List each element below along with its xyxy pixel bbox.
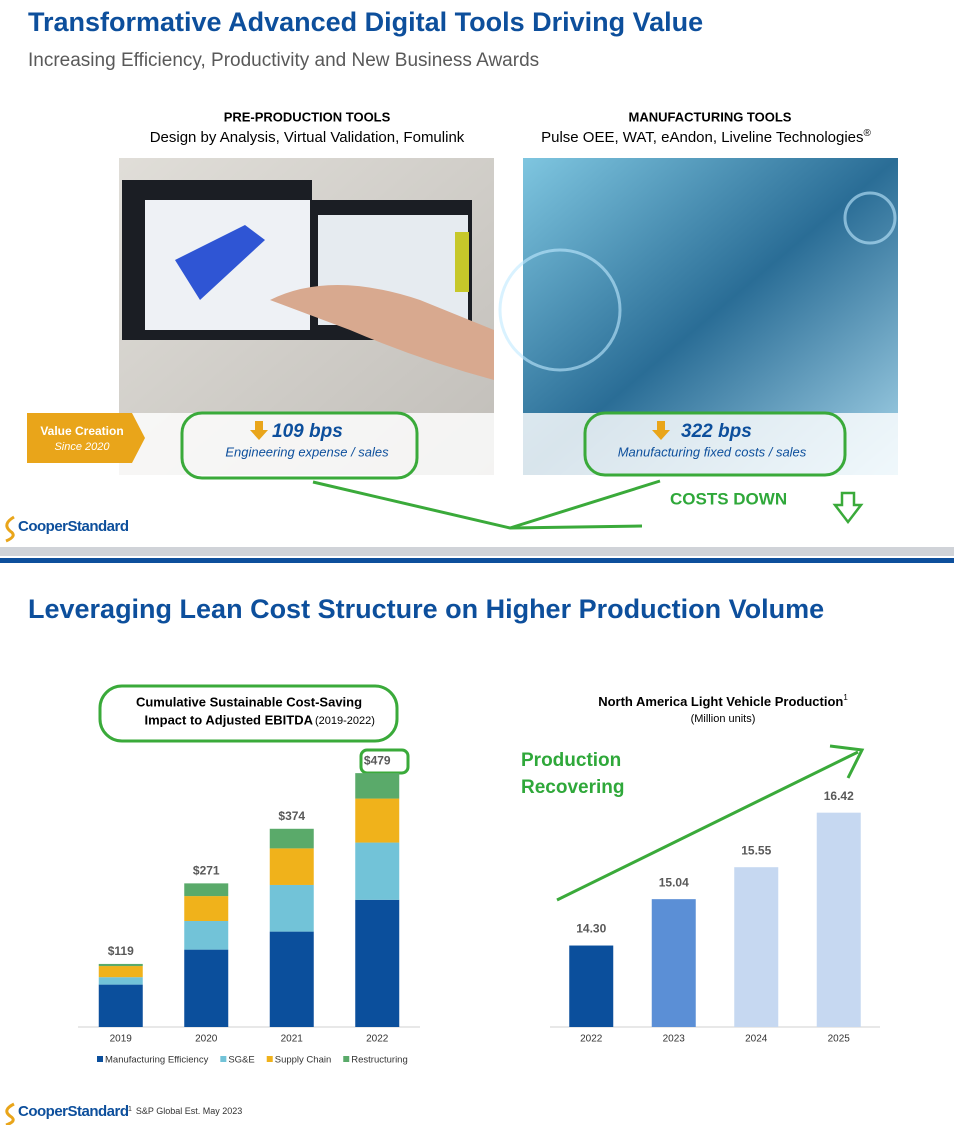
- hud: [843, 191, 897, 245]
- bar-segment: [98, 984, 143, 1027]
- title-sup: 1: [843, 693, 848, 702]
- bar-segment: [269, 848, 314, 885]
- highlight: [98, 684, 399, 743]
- title: Transformative Advanced Digital Tools Dr…: [28, 7, 703, 37]
- legend-label: Restructuring: [351, 1055, 408, 1066]
- bar: [734, 867, 779, 1027]
- legend-swatch: [266, 1056, 273, 1062]
- legend-swatch: [97, 1056, 103, 1062]
- bar-segment: [98, 966, 143, 978]
- bar-segment: [269, 828, 314, 849]
- divider: [0, 558, 954, 563]
- connector: [312, 479, 661, 530]
- value-label: 15.04: [659, 875, 689, 889]
- value-label: 16.42: [824, 789, 854, 803]
- panel-heading: PRE-PRODUCTION TOOLS: [224, 109, 391, 124]
- total-label: $479: [364, 753, 391, 767]
- cad-model: [175, 225, 265, 300]
- connector: [509, 524, 643, 530]
- down-arrow: [250, 421, 268, 440]
- title: North America Light Vehicle Production: [598, 694, 843, 709]
- x-tick-label: 2020: [195, 1034, 218, 1045]
- bar-segment: [269, 931, 314, 1027]
- chevron: [27, 413, 145, 463]
- down-arrow: [832, 491, 864, 525]
- x-tick-label: 2025: [828, 1034, 851, 1045]
- panel-heading: MANUFACTURING TOOLS: [629, 109, 792, 124]
- metric-label: Manufacturing fixed costs / sales: [618, 444, 807, 459]
- x-tick-label: 2023: [663, 1034, 686, 1045]
- bar-segment: [269, 884, 314, 932]
- down-arrow: [652, 421, 670, 440]
- bar-segment: [98, 963, 143, 967]
- panel-tools: Design by Analysis, Virtual Validation, …: [150, 129, 465, 146]
- footnote: 1 S&P Global Est. May 2023: [128, 1106, 242, 1117]
- x-tick-label: 2022: [580, 1034, 603, 1045]
- legend-swatch: [343, 1056, 350, 1062]
- chart-title: Impact to Adjusted EBITDA: [144, 712, 313, 727]
- bar-segment: [355, 798, 400, 843]
- tools: Pulse OEE, WAT, eAndon, Liveline Technol…: [541, 129, 863, 146]
- chart-subtitle: (2019-2022): [315, 715, 375, 727]
- total-label: $271: [193, 864, 220, 878]
- bar-segment: [355, 842, 400, 900]
- hud: [498, 248, 622, 372]
- total-label: $374: [278, 809, 305, 823]
- bar-segment: [184, 921, 229, 950]
- x-tick-label: 2021: [281, 1034, 304, 1045]
- logo: CooperStandard: [18, 518, 129, 535]
- arrow-head: [829, 744, 865, 779]
- annotation: Production: [521, 750, 621, 771]
- screen-block: [455, 232, 469, 292]
- since: Since 2020: [54, 441, 110, 453]
- footnote-mark: 1: [128, 1106, 132, 1113]
- annotation: Recovering: [521, 777, 624, 798]
- footnote-text: S&P Global Est. May 2023: [136, 1106, 242, 1116]
- annotation: COSTS DOWN: [670, 489, 787, 508]
- legend-swatch: [220, 1056, 227, 1062]
- logo-mark: [5, 1102, 15, 1125]
- chart-title: Cumulative Sustainable Cost-Saving: [136, 694, 362, 709]
- bar: [816, 812, 861, 1027]
- slide-1: Transformative Advanced Digital Tools Dr…: [5, 7, 898, 543]
- subtitle: Increasing Efficiency, Productivity and …: [28, 50, 539, 71]
- legend-label: Supply Chain: [275, 1055, 332, 1066]
- highlight: [583, 411, 847, 477]
- total-label: $119: [108, 944, 134, 958]
- trend-arrow: [556, 750, 859, 902]
- slide-2: Leveraging Lean Cost Structure on Higher…: [5, 594, 865, 1125]
- bar-segment: [98, 977, 143, 985]
- chart-subtitle: (Million units): [691, 713, 756, 725]
- highlight: [359, 748, 410, 775]
- arm: [270, 285, 494, 380]
- value-label: 14.30: [576, 922, 606, 936]
- sup: ®: [864, 128, 872, 139]
- bar-segment: [184, 896, 229, 921]
- panel-tools: Pulse OEE, WAT, eAndon, Liveline Technol…: [541, 128, 871, 146]
- value-label: 15.55: [741, 843, 771, 857]
- value-creation: Value Creation: [40, 424, 123, 438]
- bar: [569, 945, 614, 1027]
- x-tick-label: 2019: [110, 1034, 133, 1045]
- metric: 322 bps: [681, 421, 752, 442]
- highlight: [180, 411, 419, 480]
- x-tick-label: 2022: [366, 1034, 389, 1045]
- metric-label: Engineering expense / sales: [225, 444, 389, 459]
- legend-label: SG&E: [228, 1055, 254, 1066]
- x-tick-label: 2024: [745, 1034, 768, 1045]
- chart-title: North America Light Vehicle Production1: [598, 693, 848, 709]
- logo-mark: [5, 515, 15, 543]
- bar-segment: [355, 899, 400, 1027]
- divider: [0, 547, 954, 556]
- legend-label: Manufacturing Efficiency: [105, 1055, 209, 1066]
- metric: 109 bps: [272, 421, 343, 442]
- bar-segment: [184, 883, 229, 897]
- bar-segment: [355, 773, 400, 799]
- logo: CooperStandard: [18, 1103, 129, 1120]
- bar: [651, 899, 696, 1027]
- bar-segment: [184, 949, 229, 1027]
- title: Leveraging Lean Cost Structure on Higher…: [28, 594, 824, 624]
